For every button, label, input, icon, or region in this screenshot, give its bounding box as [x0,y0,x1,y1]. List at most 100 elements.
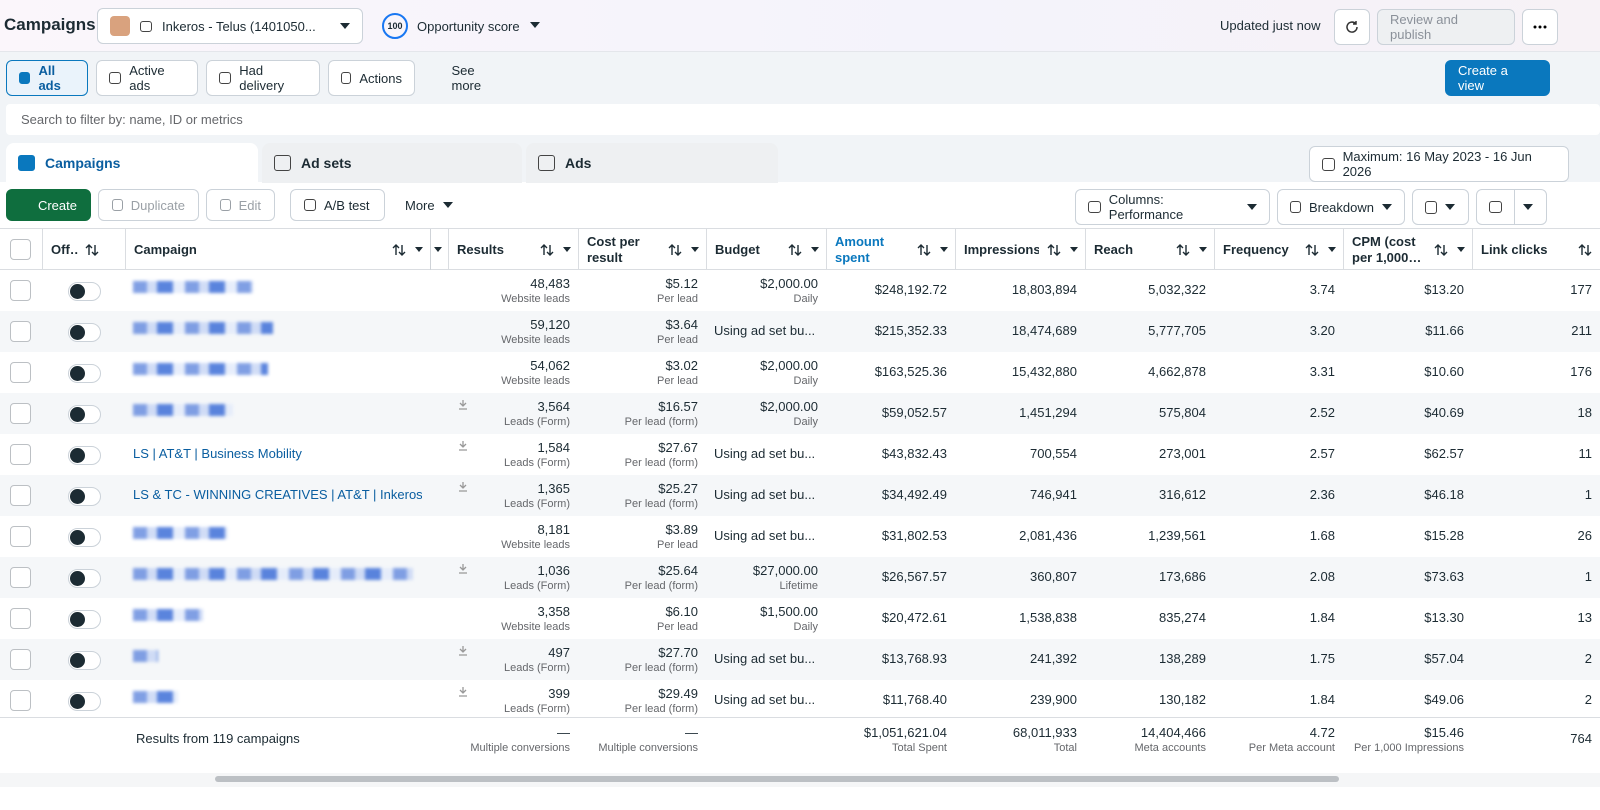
column-header[interactable]: Campaign [134,242,197,257]
column-header[interactable]: Results [457,242,504,257]
filter-chip[interactable]: Actions [328,60,415,96]
cell-cpm: $62.57 [1424,446,1464,461]
export-button[interactable] [1476,189,1547,225]
column-menu[interactable] [1199,247,1207,252]
sort-icon[interactable] [917,243,931,257]
column-header[interactable]: CPM (cost per 1,000… [1352,234,1422,265]
tab[interactable]: Campaigns [6,143,258,183]
sort-icon[interactable] [85,243,99,257]
sort-icon[interactable] [1176,243,1190,257]
toggle[interactable] [68,569,101,588]
column-menu[interactable] [1457,247,1465,252]
tab[interactable]: Ads [526,143,778,183]
checkbox[interactable] [10,280,31,301]
sort-icon[interactable] [1047,243,1061,257]
toolbar-button[interactable]: Duplicate [98,189,199,221]
column-menu[interactable] [415,247,423,252]
checkbox[interactable] [10,608,31,629]
sort-icon[interactable] [788,243,802,257]
checkbox[interactable] [10,362,31,383]
toggle[interactable] [68,487,101,506]
column-menu[interactable] [1070,247,1078,252]
column-header[interactable]: Impressions [964,242,1039,257]
column-menu[interactable] [691,247,699,252]
checkbox[interactable] [10,403,31,424]
column-header[interactable]: Off… [51,242,79,257]
toolbar-button[interactable]: Create [6,189,91,221]
toolbar-button[interactable]: A/B test [290,189,385,221]
sort-icon[interactable] [1578,243,1592,257]
toggle[interactable] [68,651,101,670]
sort-icon[interactable] [668,243,682,257]
cell-cpm: $13.30 [1424,610,1464,625]
download-icon[interactable] [458,399,468,410]
sort-icon[interactable] [1434,243,1448,257]
checkbox[interactable] [10,485,31,506]
column-header[interactable]: Frequency [1223,242,1289,257]
toolbar-button[interactable]: More [392,189,468,221]
toggle[interactable] [68,364,101,383]
checkbox[interactable] [10,526,31,547]
cell-link-clicks: 26 [1577,528,1592,543]
column-menu[interactable] [434,247,442,252]
cell-campaign[interactable]: LS & TC - WINNING CREATIVES | AT&T | Ink… [133,487,422,502]
filter-chip[interactable]: See more [422,60,517,96]
score-label[interactable]: Opportunity score [417,19,520,34]
scrollbar-thumb[interactable] [215,776,1339,782]
more-button[interactable] [1522,9,1558,45]
download-icon[interactable] [458,645,468,656]
checkbox[interactable] [10,567,31,588]
breakdown-button[interactable]: Breakdown [1277,189,1405,225]
column-header[interactable]: Cost per result [587,234,640,265]
column-menu[interactable] [940,247,948,252]
checkbox[interactable] [10,649,31,670]
download-icon[interactable] [458,686,468,697]
toggle[interactable] [68,528,101,547]
create-view-button[interactable]: Create a view [1445,60,1550,96]
filter-chip[interactable]: Active ads [96,60,198,96]
review-publish-button[interactable]: Review and publish [1377,9,1515,45]
checkbox[interactable] [10,239,31,260]
toggle[interactable] [68,323,101,342]
cell-subtext: Leads (Form) [503,662,570,674]
account-selector[interactable]: Inkeros - Telus (1401050... [97,8,363,44]
filter-chip[interactable]: All ads [6,60,88,96]
date-range[interactable]: Maximum: 16 May 2023 - 16 Jun 2026 [1309,146,1569,182]
column-header[interactable]: Amount spent [835,234,885,265]
tab[interactable]: Ad sets [262,143,522,183]
toggle[interactable] [68,446,101,465]
column-menu[interactable] [1328,247,1336,252]
column-header[interactable]: Budget [715,242,760,257]
column-header[interactable]: Link clicks [1481,242,1548,257]
chip-label: See more [451,63,482,93]
cell-frequency: 2.36 [1309,487,1335,502]
download-icon[interactable] [458,481,468,492]
checkbox[interactable] [10,690,31,711]
columns-button[interactable]: Columns: Performance [1075,189,1270,225]
toggle[interactable] [68,692,101,711]
sort-icon[interactable] [540,243,554,257]
search-box[interactable]: Search to filter by: name, ID or metrics [6,104,1600,135]
cell-impressions: 18,803,894 [1011,282,1077,297]
checkbox[interactable] [10,321,31,342]
toggle[interactable] [68,610,101,629]
chip-icon [219,72,232,84]
column-menu[interactable] [563,247,571,252]
toggle[interactable] [68,282,101,301]
cell-campaign[interactable]: LS | AT&T | Business Mobility [133,446,302,461]
cell-link-clicks: 176 [1570,364,1592,379]
column-header[interactable]: Reach [1094,242,1134,257]
column-menu[interactable] [811,247,819,252]
sort-icon[interactable] [1305,243,1319,257]
top-bar: Campaigns Inkeros - Telus (1401050... 10… [0,0,1600,52]
checkbox[interactable] [10,444,31,465]
cell-cpm: $11.66 [1425,323,1464,338]
reports-button[interactable] [1412,189,1469,225]
toolbar-button[interactable]: Edit [206,189,275,221]
filter-chip[interactable]: Had delivery [206,60,320,96]
download-icon[interactable] [458,563,468,574]
sort-icon[interactable] [392,243,406,257]
toggle[interactable] [68,405,101,424]
refresh-button[interactable] [1334,9,1370,45]
download-icon[interactable] [458,440,468,451]
